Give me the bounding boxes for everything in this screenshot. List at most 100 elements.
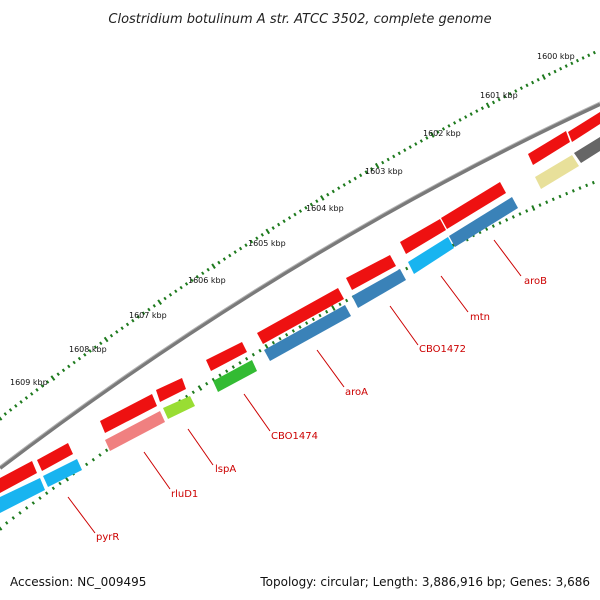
minor-tick (558, 194, 562, 199)
major-tick (331, 305, 336, 311)
major-tick (374, 162, 380, 169)
minor-tick (304, 206, 308, 210)
minor-tick (136, 315, 140, 319)
minor-tick (147, 307, 151, 312)
gene-labels: aroB mtn CBO1472 aroA CBO1474 lspA rluD1… (96, 276, 547, 543)
minor-tick (19, 400, 23, 404)
minor-tick (480, 106, 484, 110)
minor-tick (305, 321, 309, 325)
gene-label-CBO1472[interactable]: CBO1472 (419, 344, 466, 355)
minor-tick (342, 183, 346, 187)
minor-tick (38, 496, 42, 500)
gene-feature[interactable] (346, 255, 396, 290)
gene-label-pyrR[interactable]: pyrR (96, 532, 119, 543)
gene-feature[interactable] (0, 461, 37, 493)
major-tick (430, 132, 435, 138)
major-tick (157, 299, 163, 305)
genome-summary-text: Topology: circular; Length: 3,886,916 bp… (260, 575, 590, 589)
gene-label-aroA[interactable]: aroA (345, 387, 368, 398)
minor-tick (511, 215, 515, 219)
gene-feature[interactable] (400, 219, 446, 254)
accession-text: Accession: NC_009495 (10, 575, 147, 589)
gene-feature[interactable] (0, 478, 45, 513)
minor-tick (419, 139, 423, 143)
minor-tick (405, 266, 409, 271)
minor-tick (258, 348, 262, 353)
minor-tick (397, 151, 401, 156)
major-tick (211, 263, 216, 269)
kbp-label-1607: 1607 kbp (129, 311, 167, 320)
gene-feature[interactable] (257, 288, 344, 344)
minor-tick (11, 516, 15, 520)
minor-tick (206, 267, 210, 272)
minor-tick (564, 64, 568, 68)
minor-tick (293, 212, 297, 217)
minor-tick (585, 183, 589, 188)
gene-feature[interactable] (100, 394, 157, 433)
kbp-label-1601: 1601 kbp (480, 91, 518, 100)
gene-feature[interactable] (206, 342, 247, 371)
kbp-label-1605: 1605 kbp (248, 239, 286, 248)
minor-tick (370, 167, 374, 171)
major-tick (265, 228, 271, 235)
gene-feature[interactable] (43, 459, 82, 487)
minor-tick (591, 180, 595, 185)
minor-tick (31, 501, 36, 505)
gene-feature[interactable] (441, 182, 506, 229)
gene-label-CBO1474[interactable]: CBO1474 (271, 431, 318, 442)
minor-tick (338, 302, 342, 307)
minor-tick (271, 340, 275, 345)
minor-tick (88, 349, 92, 353)
gene-feature[interactable] (213, 360, 257, 392)
gene-label-rluD1[interactable]: rluD1 (171, 489, 198, 500)
gene-feature[interactable] (574, 137, 600, 163)
gene-feature[interactable] (449, 197, 518, 247)
gene-label-aroB[interactable]: aroB (524, 276, 547, 287)
major-tick (485, 102, 491, 109)
gene-feature[interactable] (528, 131, 570, 165)
minor-tick (61, 368, 66, 373)
minor-tick (83, 353, 87, 357)
minor-tick (251, 352, 255, 357)
minor-tick (56, 372, 60, 376)
minor-tick (244, 243, 248, 247)
minor-tick (464, 115, 468, 119)
inner-tick-arc (0, 180, 595, 531)
gene-feature[interactable] (163, 396, 195, 419)
kbp-label-1603: 1603 kbp (365, 167, 403, 176)
minor-tick (282, 219, 286, 224)
gene-label-mtn[interactable]: mtn (470, 312, 490, 323)
gene-feature[interactable] (352, 269, 406, 308)
minor-tick (29, 392, 34, 396)
gene-feature[interactable] (156, 378, 186, 402)
minor-tick (93, 345, 98, 349)
minor-tick (195, 275, 200, 279)
minor-tick (491, 100, 496, 105)
minor-tick (125, 322, 130, 327)
minor-tick (364, 170, 368, 174)
gene-feature[interactable] (408, 237, 454, 274)
minor-tick (508, 92, 512, 96)
gene-feature[interactable] (568, 112, 600, 142)
gene-feature[interactable] (105, 411, 165, 451)
minor-tick (414, 142, 418, 146)
minor-tick (217, 260, 221, 265)
minor-tick (98, 453, 102, 457)
minor-tick (72, 360, 76, 365)
minor-tick (345, 298, 349, 303)
minor-tick (99, 341, 103, 346)
minor-tick (14, 404, 18, 408)
gene-feature[interactable] (264, 305, 351, 361)
kbp-labels: 1600 kbp 1601 kbp 1602 kbp 1603 kbp 1604… (10, 52, 575, 387)
minor-tick (260, 232, 264, 237)
major-tick (531, 205, 536, 211)
gene-label-lspA[interactable]: lspA (215, 464, 236, 475)
minor-tick (575, 58, 580, 63)
gene-feature[interactable] (535, 155, 579, 189)
minor-tick (337, 186, 341, 190)
minor-tick (191, 390, 195, 395)
gene-feature[interactable] (37, 443, 73, 471)
minor-tick (51, 486, 56, 491)
minor-tick (531, 80, 535, 85)
